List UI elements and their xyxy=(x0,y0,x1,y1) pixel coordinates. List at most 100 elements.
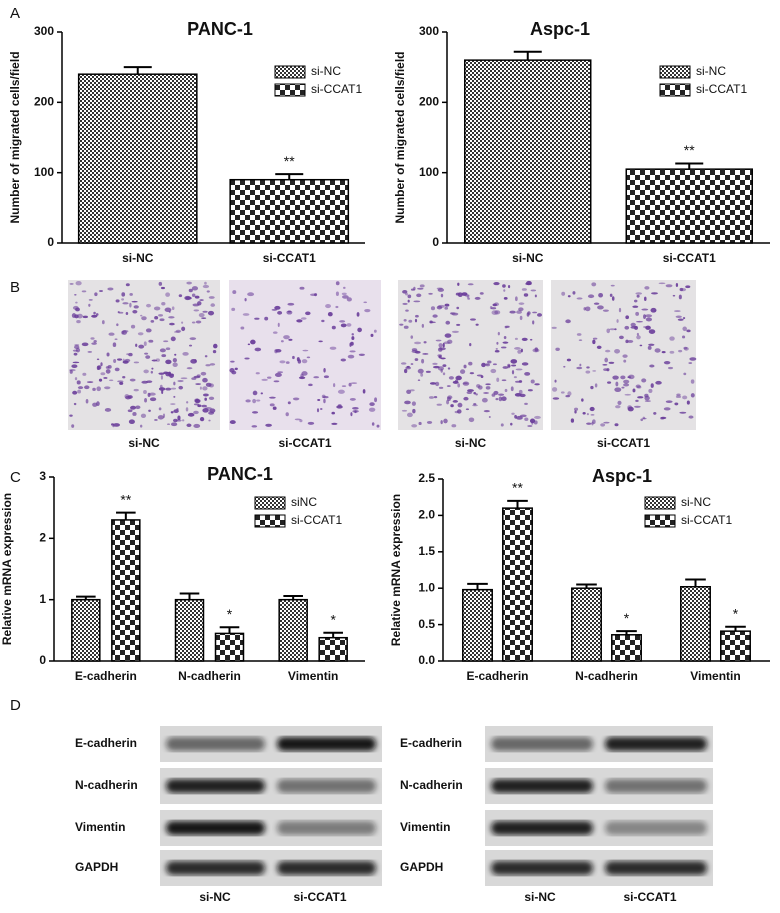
cell xyxy=(181,326,186,332)
cell xyxy=(468,361,473,366)
cell xyxy=(502,366,509,369)
micrograph xyxy=(551,280,697,430)
cell xyxy=(191,286,199,291)
cell xyxy=(450,404,454,408)
cell xyxy=(160,286,166,290)
blot-band xyxy=(277,861,376,875)
cell xyxy=(447,367,451,370)
cell xyxy=(125,395,132,400)
cell xyxy=(494,310,501,315)
cell xyxy=(490,368,497,374)
cell xyxy=(572,291,576,295)
cell xyxy=(607,381,612,384)
cell xyxy=(405,309,409,312)
cell xyxy=(585,370,591,374)
cell xyxy=(301,371,308,376)
cell xyxy=(574,410,577,414)
cell xyxy=(81,342,89,347)
cell xyxy=(590,385,594,390)
cell xyxy=(609,293,613,297)
cell xyxy=(436,305,443,310)
significance-label: * xyxy=(624,610,630,626)
cell xyxy=(346,297,352,302)
cell xyxy=(267,376,272,379)
cell xyxy=(172,357,177,363)
cell xyxy=(207,310,215,316)
cell xyxy=(624,393,631,396)
x-tick-label: E-cadherin xyxy=(466,669,528,683)
cell xyxy=(161,354,167,358)
blot-band xyxy=(605,779,707,793)
cell xyxy=(507,284,511,289)
cell xyxy=(465,408,470,411)
legend-swatch xyxy=(254,514,286,528)
cell xyxy=(163,340,169,343)
cell xyxy=(144,352,149,355)
cell xyxy=(256,399,261,402)
error-bar xyxy=(576,583,597,589)
cell xyxy=(277,310,283,315)
cell xyxy=(592,339,596,345)
cell xyxy=(349,342,352,347)
cell xyxy=(675,282,679,287)
cell xyxy=(75,347,81,353)
cell xyxy=(576,366,583,370)
cell xyxy=(429,382,437,385)
cell xyxy=(565,319,571,324)
blot-band xyxy=(166,861,265,875)
cell xyxy=(579,363,582,367)
cell xyxy=(147,392,151,397)
cell xyxy=(408,319,413,323)
cell xyxy=(632,388,636,393)
cell xyxy=(589,406,595,412)
cell xyxy=(133,305,139,309)
cell xyxy=(173,381,176,386)
cell xyxy=(244,357,250,360)
cell xyxy=(146,303,152,308)
cell xyxy=(128,352,133,357)
cell xyxy=(511,364,517,367)
cell xyxy=(682,395,688,400)
cell xyxy=(655,380,662,385)
cell xyxy=(349,397,356,401)
cell xyxy=(161,302,166,306)
cell xyxy=(133,361,140,364)
cell xyxy=(630,325,638,329)
cell xyxy=(530,289,537,292)
blot-band xyxy=(491,861,593,875)
micrograph-label: si-CCAT1 xyxy=(278,436,331,450)
cell xyxy=(518,389,523,395)
cell xyxy=(125,312,129,316)
cell xyxy=(551,387,558,392)
cell xyxy=(135,343,138,347)
cell xyxy=(129,378,136,382)
cell xyxy=(502,284,506,288)
cell xyxy=(159,318,165,322)
cell xyxy=(105,369,111,374)
cell xyxy=(115,299,120,303)
cell xyxy=(208,419,211,422)
cell xyxy=(95,313,99,316)
cell xyxy=(283,335,290,340)
cell xyxy=(341,385,347,387)
cell xyxy=(443,341,451,345)
cell xyxy=(329,346,337,350)
cell xyxy=(639,344,643,347)
cell xyxy=(594,383,598,388)
cell xyxy=(587,294,595,299)
cell xyxy=(198,312,205,318)
cell xyxy=(148,339,154,343)
cell xyxy=(621,386,625,389)
cell xyxy=(245,399,251,403)
cell xyxy=(234,367,238,371)
cell xyxy=(165,359,172,365)
blot-band xyxy=(605,821,707,835)
cell xyxy=(481,362,486,368)
cell xyxy=(518,302,525,305)
cell xyxy=(495,348,498,350)
cell xyxy=(273,380,280,383)
cell xyxy=(129,302,132,308)
cell xyxy=(76,380,81,385)
cell xyxy=(76,319,81,324)
cell xyxy=(112,425,115,428)
